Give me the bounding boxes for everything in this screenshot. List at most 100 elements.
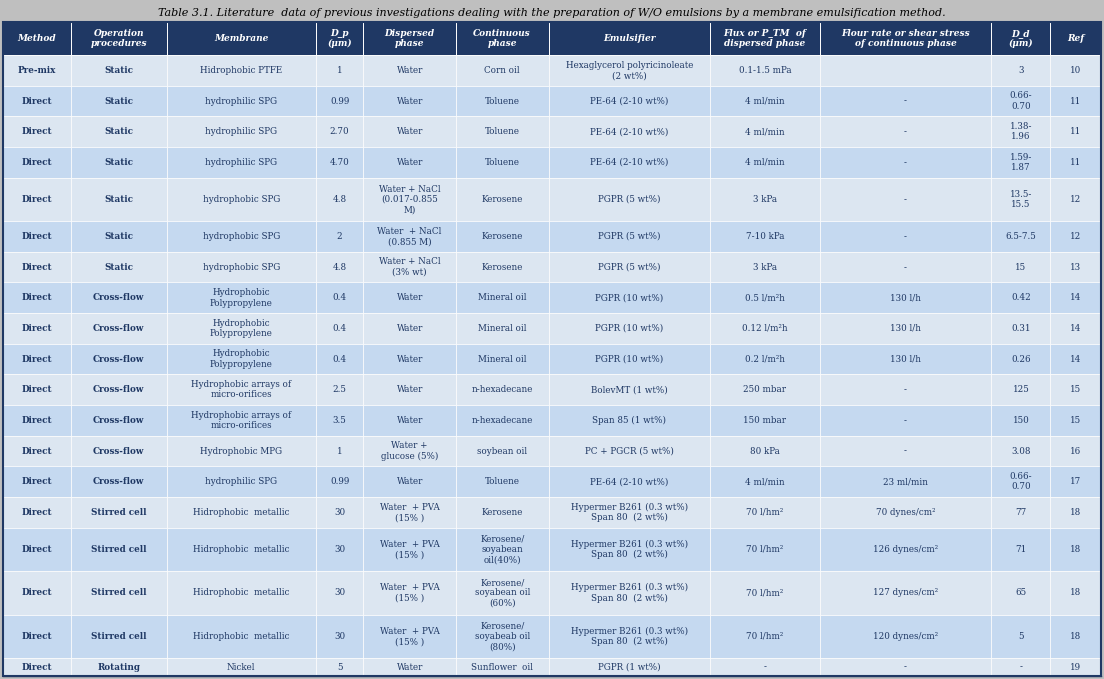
- Bar: [71, 571, 167, 614]
- Text: 18: 18: [1070, 632, 1081, 641]
- Bar: [316, 178, 363, 221]
- Text: 70 l/hm²: 70 l/hm²: [746, 545, 784, 554]
- Bar: [710, 374, 820, 405]
- Text: Water: Water: [396, 385, 423, 394]
- Bar: [991, 282, 1050, 313]
- Bar: [316, 571, 363, 614]
- Bar: [71, 405, 167, 436]
- Text: Direct: Direct: [22, 354, 52, 364]
- Bar: [3, 614, 71, 658]
- Bar: [316, 374, 363, 405]
- Text: 0.99: 0.99: [330, 96, 349, 105]
- Bar: [167, 614, 316, 658]
- Text: 0.12 l/m²h: 0.12 l/m²h: [742, 324, 788, 333]
- Text: Cross-flow: Cross-flow: [93, 293, 145, 302]
- Bar: [363, 374, 456, 405]
- Text: Water  + PVA
(15% ): Water + PVA (15% ): [380, 627, 439, 646]
- Bar: [167, 436, 316, 466]
- Text: 1.38-
1.96: 1.38- 1.96: [1009, 122, 1032, 141]
- Text: Toluene: Toluene: [485, 96, 520, 105]
- Bar: [710, 221, 820, 252]
- Text: Table 3.1. Literature  data of previous investigations dealing with the preparat: Table 3.1. Literature data of previous i…: [158, 8, 946, 18]
- Text: 30: 30: [335, 632, 346, 641]
- Bar: [167, 178, 316, 221]
- Text: Water: Water: [396, 477, 423, 486]
- Bar: [820, 466, 991, 497]
- Text: Method: Method: [18, 34, 56, 43]
- Text: 127 dynes/cm²: 127 dynes/cm²: [873, 589, 938, 598]
- Bar: [710, 344, 820, 374]
- Text: 2: 2: [337, 232, 342, 241]
- Text: Water  + PVA
(15% ): Water + PVA (15% ): [380, 502, 439, 522]
- Text: Toluene: Toluene: [485, 127, 520, 136]
- Text: hydrophobic SPG: hydrophobic SPG: [203, 263, 280, 272]
- Text: 4.8: 4.8: [332, 263, 347, 272]
- Bar: [549, 658, 710, 676]
- Bar: [710, 55, 820, 86]
- Bar: [3, 221, 71, 252]
- Text: PGPR (10 wt%): PGPR (10 wt%): [595, 354, 664, 364]
- Text: Stirred cell: Stirred cell: [91, 589, 147, 598]
- Bar: [991, 374, 1050, 405]
- Text: Ref: Ref: [1068, 34, 1084, 43]
- Bar: [991, 466, 1050, 497]
- Text: Water: Water: [396, 293, 423, 302]
- Bar: [3, 571, 71, 614]
- Bar: [363, 252, 456, 282]
- Bar: [549, 22, 710, 55]
- Bar: [456, 405, 549, 436]
- Bar: [820, 86, 991, 116]
- Text: 0.5 l/m²h: 0.5 l/m²h: [745, 293, 785, 302]
- Text: Kerosene: Kerosene: [481, 508, 523, 517]
- Text: Water: Water: [396, 324, 423, 333]
- Bar: [456, 344, 549, 374]
- Text: Water  + PVA
(15% ): Water + PVA (15% ): [380, 540, 439, 559]
- Text: Water: Water: [396, 663, 423, 672]
- Bar: [316, 658, 363, 676]
- Text: Hydrophobic arrays of
micro-orifices: Hydrophobic arrays of micro-orifices: [191, 380, 291, 399]
- Bar: [710, 252, 820, 282]
- Text: Direct: Direct: [22, 195, 52, 204]
- Bar: [316, 528, 363, 571]
- Bar: [456, 658, 549, 676]
- Text: Hypermer B261 (0.3 wt%)
Span 80  (2 wt%): Hypermer B261 (0.3 wt%) Span 80 (2 wt%): [571, 502, 688, 522]
- Bar: [1050, 282, 1101, 313]
- Bar: [71, 614, 167, 658]
- Bar: [456, 436, 549, 466]
- Bar: [71, 344, 167, 374]
- Bar: [820, 436, 991, 466]
- Text: 4.8: 4.8: [332, 195, 347, 204]
- Bar: [167, 55, 316, 86]
- Text: PC + PGCR (5 wt%): PC + PGCR (5 wt%): [585, 447, 673, 456]
- Bar: [1050, 374, 1101, 405]
- Bar: [820, 116, 991, 147]
- Text: Static: Static: [104, 232, 134, 241]
- Text: Dispersed
phase: Dispersed phase: [384, 29, 435, 48]
- Bar: [3, 436, 71, 466]
- Bar: [549, 374, 710, 405]
- Text: 0.66-
0.70: 0.66- 0.70: [1009, 92, 1032, 111]
- Bar: [363, 614, 456, 658]
- Bar: [710, 86, 820, 116]
- Bar: [71, 252, 167, 282]
- Text: Direct: Direct: [22, 385, 52, 394]
- Text: Direct: Direct: [22, 96, 52, 105]
- Text: hydrophilic SPG: hydrophilic SPG: [205, 96, 277, 105]
- Text: 3 kPa: 3 kPa: [753, 263, 777, 272]
- Bar: [3, 497, 71, 528]
- Bar: [3, 147, 71, 178]
- Text: Cross-flow: Cross-flow: [93, 385, 145, 394]
- Text: BolevMT (1 wt%): BolevMT (1 wt%): [591, 385, 668, 394]
- Text: Mineral oil: Mineral oil: [478, 324, 527, 333]
- Bar: [991, 571, 1050, 614]
- Text: Continuous
phase: Continuous phase: [474, 29, 531, 48]
- Bar: [549, 221, 710, 252]
- Bar: [1050, 614, 1101, 658]
- Text: Membrane: Membrane: [214, 34, 268, 43]
- Text: 17: 17: [1070, 477, 1081, 486]
- Bar: [710, 147, 820, 178]
- Bar: [363, 497, 456, 528]
- Bar: [991, 313, 1050, 344]
- Text: 30: 30: [335, 589, 346, 598]
- Text: Direct: Direct: [22, 508, 52, 517]
